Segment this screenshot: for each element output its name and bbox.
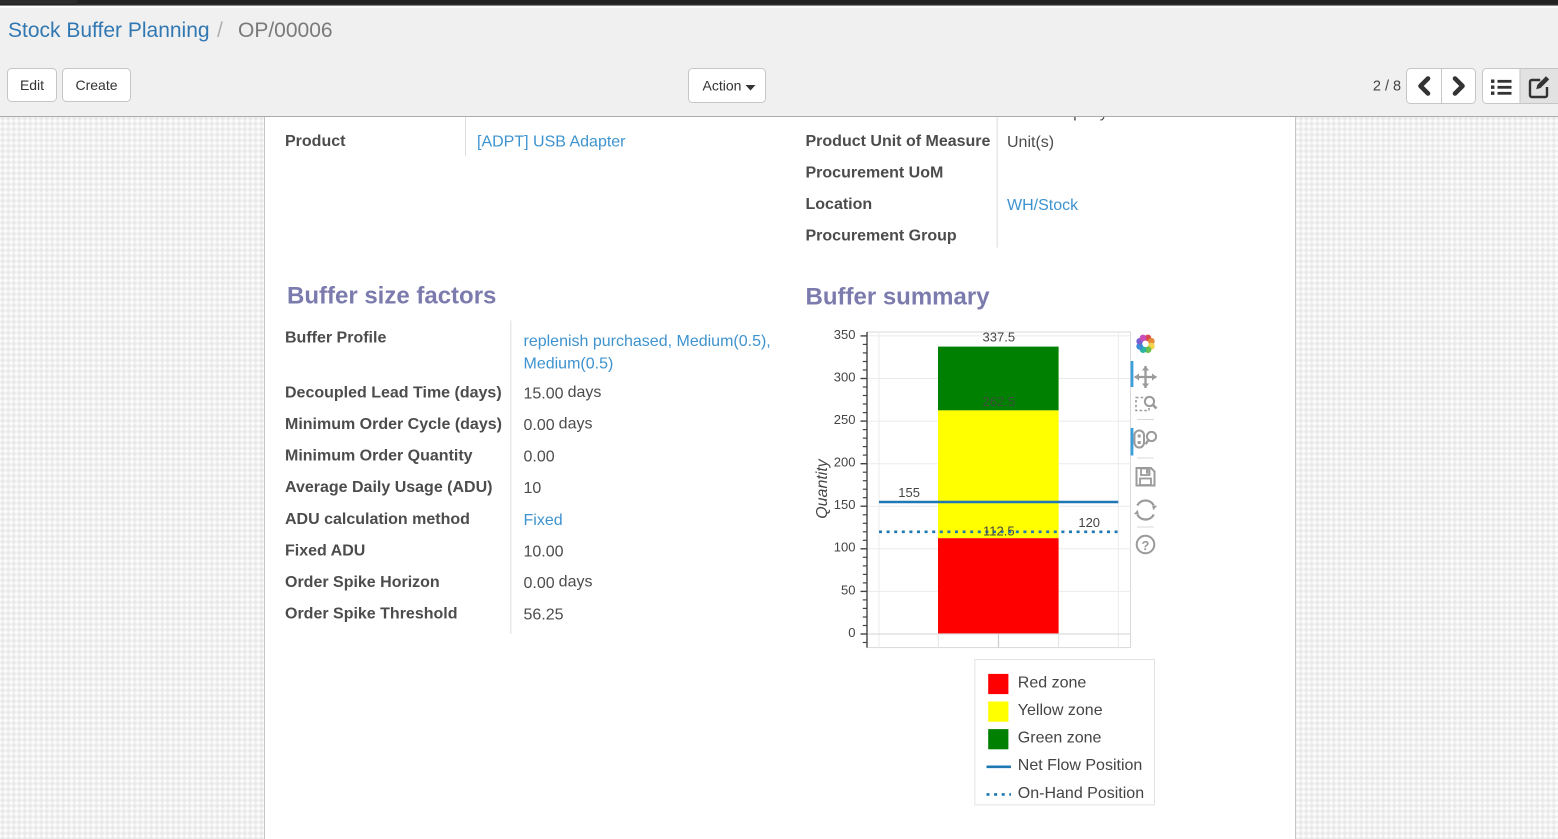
svg-text:15.00: 15.00: [524, 385, 564, 402]
svg-text:Green zone: Green zone: [1018, 730, 1102, 747]
svg-text:Action: Action: [703, 78, 742, 94]
svg-text:Average Daily Usage (ADU): Average Daily Usage (ADU): [285, 479, 492, 496]
svg-text:days: days: [568, 384, 602, 401]
svg-text:0: 0: [848, 625, 855, 640]
svg-text:Order Spike Horizon: Order Spike Horizon: [285, 574, 440, 591]
svg-text:WH/Stock: WH/Stock: [1007, 197, 1079, 214]
svg-text:112.5: 112.5: [983, 523, 1015, 538]
svg-text:Buffer size factors: Buffer size factors: [287, 283, 496, 310]
svg-text:Create: Create: [75, 77, 117, 93]
svg-text:Procurement Group: Procurement Group: [806, 228, 957, 245]
svg-text:0.00: 0.00: [524, 449, 555, 466]
svg-text:56.25: 56.25: [524, 607, 564, 624]
svg-text:On-Hand Position: On-Hand Position: [1018, 785, 1144, 802]
svg-text:Product Unit of Measure: Product Unit of Measure: [806, 133, 991, 150]
svg-text:Procurement UoM: Procurement UoM: [806, 165, 944, 182]
svg-text:Medium(0.5): Medium(0.5): [524, 355, 614, 372]
svg-text:Fixed: Fixed: [524, 512, 563, 529]
svg-text:OP/00006: OP/00006: [238, 19, 333, 42]
svg-text:Edit: Edit: [20, 77, 44, 93]
svg-text:Product: Product: [285, 133, 346, 150]
svg-text:Buffer Profile: Buffer Profile: [285, 330, 386, 347]
svg-text:Unit(s): Unit(s): [1007, 134, 1054, 151]
svg-text:10: 10: [524, 480, 542, 497]
svg-text:350: 350: [834, 327, 856, 342]
svg-text:Red zone: Red zone: [1018, 674, 1087, 691]
svg-text:262.5: 262.5: [983, 394, 1016, 409]
svg-text:/: /: [217, 19, 223, 42]
svg-text:250: 250: [834, 412, 856, 427]
svg-text:Stock Buffer Planning: Stock Buffer Planning: [8, 19, 210, 42]
svg-text:ADU calculation method: ADU calculation method: [285, 511, 470, 528]
svg-text:Minimum Order Quantity: Minimum Order Quantity: [285, 448, 473, 465]
svg-text:150: 150: [834, 497, 856, 512]
svg-text:0.00: 0.00: [524, 575, 555, 592]
svg-text:100: 100: [834, 540, 856, 555]
svg-text:[ADPT] USB Adapter: [ADPT] USB Adapter: [477, 134, 626, 151]
svg-text:Order Spike Threshold: Order Spike Threshold: [285, 606, 457, 623]
svg-text:Minimum Order Cycle (days): Minimum Order Cycle (days): [285, 416, 502, 433]
svg-text:300: 300: [834, 369, 856, 384]
svg-text:Decoupled Lead Time (days): Decoupled Lead Time (days): [285, 384, 502, 401]
svg-text:155: 155: [898, 485, 920, 500]
svg-text:10.00: 10.00: [524, 543, 564, 560]
svg-text:200: 200: [834, 455, 856, 470]
svg-text:337.5: 337.5: [983, 330, 1016, 345]
svg-text:days: days: [559, 416, 593, 433]
svg-text:days: days: [559, 574, 593, 591]
svg-text:replenish purchased, Medium(0.: replenish purchased, Medium(0.5),: [524, 333, 771, 350]
svg-text:Location: Location: [806, 196, 873, 213]
svg-text:0.00: 0.00: [524, 417, 555, 434]
svg-text:?: ?: [1142, 538, 1150, 553]
svg-text:Yellow zone: Yellow zone: [1018, 702, 1103, 719]
svg-text:Net Flow Position: Net Flow Position: [1018, 757, 1143, 774]
svg-text:Buffer summary: Buffer summary: [806, 284, 991, 311]
svg-text:50: 50: [841, 582, 855, 597]
svg-text:Fixed ADU: Fixed ADU: [285, 542, 365, 559]
svg-text:Quantity: Quantity: [814, 458, 831, 519]
svg-text:120: 120: [1078, 515, 1100, 530]
svg-text:2 / 8: 2 / 8: [1373, 79, 1401, 95]
